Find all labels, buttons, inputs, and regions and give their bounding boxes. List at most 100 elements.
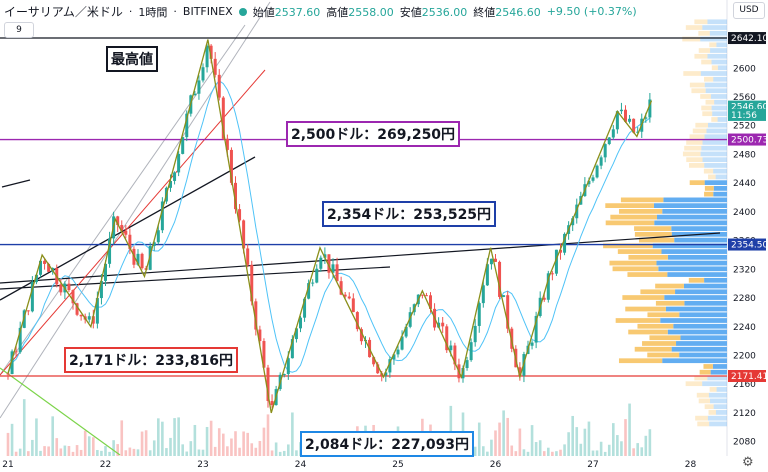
volume-bar xyxy=(18,448,22,456)
annotation-2171: 2,171ドル：233,816円 xyxy=(64,347,239,373)
volume-profile-bar xyxy=(710,398,727,404)
candle-body xyxy=(205,45,209,68)
candle-body xyxy=(290,339,294,359)
market-status-icon xyxy=(238,7,247,16)
interval-label[interactable]: 1時間 xyxy=(138,5,168,19)
symbol-name[interactable]: イーサリアム／米ドル xyxy=(4,5,123,19)
candle-body xyxy=(445,326,449,351)
volume-bar xyxy=(226,446,229,456)
volume-profile-bar xyxy=(713,168,727,174)
volume-profile-bar xyxy=(698,398,711,404)
volume-profile-bar xyxy=(704,163,727,168)
volume-bar xyxy=(10,423,14,456)
annotation-2354: 2,354ドル：253,525円 xyxy=(322,201,497,227)
chart-header: イーサリアム／米ドル · 1時間 · BITFINEX 始値2537.60 高値… xyxy=(4,5,637,19)
candle-body xyxy=(234,182,237,210)
candle-body xyxy=(59,284,63,293)
volume-profile-bar xyxy=(717,65,727,71)
volume-profile-bar xyxy=(683,283,727,289)
volume-profile-bar xyxy=(697,421,710,427)
candle-body xyxy=(18,327,22,353)
volume-bar xyxy=(473,446,477,456)
settings-icon[interactable]: ⚙ xyxy=(742,455,754,470)
volume-bar xyxy=(87,436,91,456)
candle-body xyxy=(437,322,441,328)
volume-bar xyxy=(494,430,497,456)
candle-body xyxy=(502,295,506,297)
volume-profile-bar xyxy=(686,157,703,163)
volume-profile-bar xyxy=(634,226,672,231)
volume-profile-bar xyxy=(696,392,709,398)
volume-bar xyxy=(22,399,26,456)
candle-body xyxy=(481,285,485,304)
volume-bar xyxy=(116,444,119,456)
candle-body xyxy=(530,342,534,346)
volume-bar xyxy=(217,428,221,456)
volume-profile-bar xyxy=(701,105,712,111)
volume-profile-bar xyxy=(667,254,727,260)
candle-body xyxy=(372,357,376,365)
volume-bar xyxy=(213,446,217,456)
candle-body xyxy=(323,254,327,258)
candle-body xyxy=(250,264,254,302)
currency-button[interactable]: USD xyxy=(733,2,765,19)
change-value: +9.50 (+0.37%) xyxy=(546,5,637,18)
volume-bar xyxy=(518,428,522,456)
candle-body xyxy=(355,312,359,330)
volume-profile-bar xyxy=(700,94,711,99)
price-axis xyxy=(727,0,768,472)
volume-profile-bar xyxy=(686,140,703,145)
volume-profile-bar xyxy=(702,381,727,387)
volume-profile-bar xyxy=(663,197,727,203)
volume-profile-bar xyxy=(684,145,702,151)
volume-bar xyxy=(120,420,124,456)
volume-profile-bar xyxy=(605,220,655,226)
candle-body xyxy=(648,99,652,118)
close-value: 2546.60 xyxy=(495,5,541,19)
volume-profile-bar xyxy=(661,249,727,254)
sub-indicator-toggle[interactable]: 9 xyxy=(4,22,34,38)
zigzag-line xyxy=(7,39,653,414)
candle-body xyxy=(87,316,91,320)
volume-bar xyxy=(193,424,197,456)
volume-profile-bar xyxy=(706,128,727,134)
channel-line-upper xyxy=(0,24,246,376)
candle-body xyxy=(619,109,623,112)
candle-body xyxy=(34,274,38,283)
candle-body xyxy=(624,109,627,122)
volume-bar xyxy=(282,450,286,456)
volume-profile-bar xyxy=(704,82,727,88)
y-tick-label: 2240 xyxy=(733,323,756,333)
volume-bar xyxy=(254,447,258,456)
volume-bar xyxy=(571,415,574,456)
volume-profile-bar xyxy=(700,71,727,76)
volume-profile-bar xyxy=(711,59,727,65)
candle-body xyxy=(550,273,554,275)
candle-body xyxy=(453,345,457,365)
volume-profile-bar xyxy=(685,25,703,30)
y-tick-label: 2320 xyxy=(733,265,756,275)
candle-body xyxy=(400,336,404,350)
volume-bar xyxy=(274,442,278,456)
volume-profile-bar xyxy=(654,220,727,226)
channel-line-lower xyxy=(0,1,271,419)
volume-profile-bar xyxy=(647,352,680,358)
candle-body xyxy=(242,220,246,249)
volume-bar xyxy=(551,451,554,456)
volume-profile-bar xyxy=(703,168,714,174)
candle-body xyxy=(485,264,489,286)
volume-profile-bar xyxy=(662,208,727,214)
volume-bar xyxy=(108,451,111,456)
volume-profile-bar xyxy=(682,151,701,157)
volume-profile-bar xyxy=(671,346,727,352)
volume-bar xyxy=(79,449,83,456)
volume-profile-bar xyxy=(664,295,727,300)
candle-body xyxy=(148,245,152,270)
volume-profile-bar xyxy=(655,300,685,306)
price-badge-label: 2546.60 xyxy=(731,103,768,113)
volume-bar xyxy=(43,446,46,456)
volume-profile-bar xyxy=(709,30,727,36)
volume-profile-bar xyxy=(610,214,658,220)
volume-bar xyxy=(555,451,558,456)
volume-profile-bar xyxy=(699,369,711,375)
